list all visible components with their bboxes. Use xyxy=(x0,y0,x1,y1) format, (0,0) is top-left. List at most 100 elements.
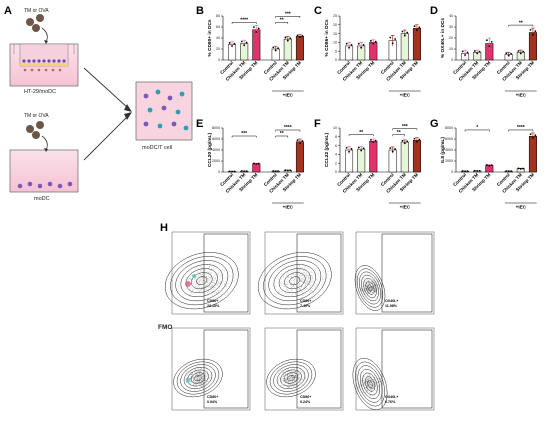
flow-contour xyxy=(173,358,223,398)
gate-name: CD80+ xyxy=(207,395,218,399)
data-point xyxy=(299,36,301,39)
transwell-top xyxy=(9,14,79,87)
data-point xyxy=(406,31,409,34)
data-point xyxy=(301,34,304,37)
y-tick-label: 20 xyxy=(333,23,337,27)
iec-label: +IEC xyxy=(400,93,411,98)
iec-label: +IEC xyxy=(516,93,527,98)
flow-contour xyxy=(266,358,316,398)
data-point xyxy=(464,54,466,56)
y-tick-label: 8000 xyxy=(212,126,220,130)
gate-percent: 0.76% xyxy=(385,400,396,404)
flow-contour xyxy=(357,365,383,403)
well-bottom xyxy=(9,121,79,193)
gate-name: CD86+ xyxy=(300,395,311,399)
panel-label-c: C xyxy=(314,5,322,17)
data-point xyxy=(274,49,277,52)
data-point xyxy=(486,39,488,42)
flow-contour xyxy=(176,361,220,395)
flow-contour xyxy=(170,256,234,306)
data-point xyxy=(391,150,394,153)
data-point xyxy=(286,169,289,172)
sig-label: ** xyxy=(519,20,523,26)
flow-contour xyxy=(287,375,295,381)
y-tick-label: 2 xyxy=(335,161,337,165)
sig-label: **** xyxy=(517,125,525,131)
data-point xyxy=(476,52,479,55)
y-tick-label: 20 xyxy=(449,36,453,40)
data-point xyxy=(517,50,520,52)
flow-plot: CD80+23.15% xyxy=(164,231,251,315)
data-point xyxy=(507,170,510,173)
flow-plot-frame xyxy=(171,231,251,315)
schematic-diagram xyxy=(9,14,193,193)
data-point xyxy=(394,38,396,40)
y-tick-label: 5 xyxy=(335,49,337,53)
y-tick-label: 6000 xyxy=(445,137,453,141)
gate-name: CD80+ xyxy=(207,299,218,303)
flow-contour xyxy=(190,372,206,384)
data-point xyxy=(507,54,510,57)
well-right-name: moDC/T cell xyxy=(142,145,173,151)
sig-label: *** xyxy=(402,124,408,130)
sig-label: * xyxy=(476,125,478,131)
flow-hotspot xyxy=(192,274,196,278)
data-point xyxy=(245,170,248,173)
data-point xyxy=(532,33,534,36)
data-point xyxy=(228,170,231,173)
y-tick-label: 10 xyxy=(333,41,337,45)
y-tick-label: 25 xyxy=(333,14,337,18)
sig-label: ** xyxy=(280,18,284,24)
data-point xyxy=(413,137,416,140)
data-point xyxy=(461,170,464,172)
data-point xyxy=(519,168,522,170)
panel-label-d: D xyxy=(430,5,438,17)
data-point xyxy=(374,40,377,43)
data-point xyxy=(289,169,292,172)
data-point xyxy=(360,46,363,49)
flow-plot: CD86+7.49% xyxy=(257,231,344,315)
well-bottom-name: moDC xyxy=(34,196,50,202)
data-point xyxy=(510,52,512,55)
flow-contour xyxy=(191,272,213,289)
gate-name: CD86+ xyxy=(300,299,311,303)
flow-contour xyxy=(175,260,229,302)
flow-contour xyxy=(363,278,377,298)
y-tick-label: 0 xyxy=(218,58,220,62)
sig-label: **** xyxy=(240,18,248,24)
y-tick-label: 10 xyxy=(333,126,337,130)
sig-label: *** xyxy=(241,131,247,137)
data-point xyxy=(466,51,469,54)
flow-plot-frame xyxy=(355,231,435,315)
data-point xyxy=(488,164,491,167)
flow-contour xyxy=(180,364,216,392)
data-point xyxy=(228,42,231,44)
data-point xyxy=(401,30,404,33)
flow-plot: CD80+0.94% xyxy=(171,327,251,411)
flow-contour xyxy=(268,260,322,302)
y-tick-label: 0 xyxy=(335,170,337,174)
flow-contour xyxy=(283,372,299,384)
data-point xyxy=(350,148,353,150)
well-top-name: HT-29/moDC xyxy=(24,89,57,95)
data-point xyxy=(529,133,532,136)
data-point xyxy=(473,169,476,172)
y-tick-label: 8000 xyxy=(445,126,453,130)
flow-contour xyxy=(164,252,239,310)
y-axis-label: CCL20 (pg/mL) xyxy=(207,133,213,168)
data-point xyxy=(534,30,537,33)
flow-contour xyxy=(367,380,373,388)
flow-contour xyxy=(355,361,385,407)
data-point xyxy=(348,46,350,49)
data-point xyxy=(413,25,416,28)
data-point xyxy=(490,164,493,167)
gate-percent: 0.24% xyxy=(300,400,311,404)
data-point xyxy=(394,148,396,150)
flow-contour xyxy=(354,265,386,311)
data-point xyxy=(272,170,275,172)
y-axis-label: CCL22 (pg/mL) xyxy=(324,133,330,168)
data-point xyxy=(272,46,275,49)
